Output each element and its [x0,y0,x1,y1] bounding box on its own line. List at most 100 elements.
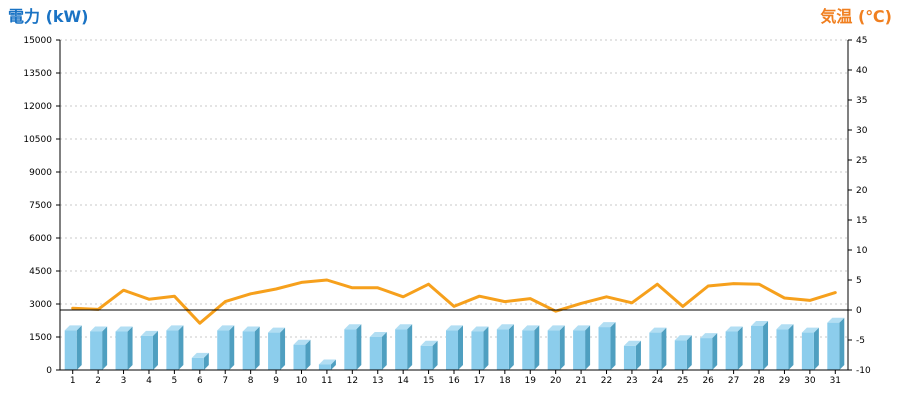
bar-side-face [76,325,82,370]
bar-day-9 [268,327,286,370]
bar-day-28 [751,321,769,370]
x-tick-label: 18 [499,376,511,386]
left-tick-label: 15000 [23,36,52,46]
left-tick-label: 4500 [29,267,52,277]
x-tick-label: 13 [372,376,383,386]
bar-side-face [280,327,286,370]
temperature-point [681,305,684,308]
bar-side-face [330,359,336,370]
bar-side-face [458,325,463,370]
bar-day-1 [64,325,82,370]
temperature-point [224,300,227,303]
bar-side-face [229,325,235,370]
x-tick-label: 28 [753,376,765,386]
temperature-point [274,287,278,291]
x-tick-label: 8 [248,376,254,386]
bar [166,330,179,370]
bar-side-face [635,340,641,370]
bar-top-face [623,340,641,346]
right-axis-title: 気温 (℃) [820,7,892,26]
bar-day-15 [420,340,438,370]
x-tick-label: 4 [146,376,152,386]
x-tick-label: 11 [321,376,332,386]
x-tick-label: 5 [172,376,178,386]
bar-top-face [166,325,184,331]
temperature-point [452,305,456,308]
temperature-point [325,278,329,282]
bar-side-face [839,317,845,370]
bar-day-11 [318,359,336,370]
right-tick-label: -10 [856,366,871,376]
bar-series [64,317,845,370]
bar-side-face [585,325,591,370]
bar-side-face [788,324,794,370]
left-tick-label: 0 [46,366,52,376]
temperature-point [401,295,405,298]
left-tick-label: 1500 [29,333,52,343]
x-tick-label: 23 [626,376,637,386]
bar-side-face [152,330,158,370]
bar [547,330,560,370]
bar-top-face [827,317,845,323]
bar [140,335,153,370]
bar-side-face [712,333,718,370]
x-tick-label: 21 [575,376,586,386]
temperature-point [656,283,659,286]
bar-side-face [203,352,209,370]
bar-side-face [483,326,489,370]
bar-day-25 [674,335,692,370]
temperature-point [732,282,735,285]
right-tick-label: -5 [856,336,865,346]
x-tick-label: 1 [70,376,76,386]
bar-top-face [700,333,718,339]
bar [751,326,764,370]
temperature-point [503,300,507,303]
bar-day-12 [344,324,362,370]
x-tick-label: 16 [448,376,460,386]
bar-day-16 [446,325,463,370]
temperature-point [605,295,608,298]
bar [649,332,662,370]
bar-day-22 [598,322,616,370]
bar-side-face [508,324,514,370]
bar-day-30 [801,327,819,370]
x-tick-label: 14 [397,376,409,386]
axes [56,39,852,374]
bar-top-face [649,327,667,333]
bar [700,338,713,370]
x-tick-label: 31 [830,376,841,386]
right-tick-label: 20 [856,186,868,196]
x-tick-label: 2 [95,376,101,386]
bar-day-13 [369,332,387,370]
bar-day-26 [700,333,718,370]
bar-top-face [547,325,565,331]
x-tick-label: 10 [296,376,308,386]
right-tick-label: 30 [856,126,868,136]
bar [776,329,789,370]
bar-day-7 [217,325,235,370]
bar-top-face [776,324,794,330]
bar-top-face [242,326,260,332]
bar-side-face [254,326,260,370]
bar-top-face [64,325,82,331]
bar-day-20 [547,325,565,370]
temperature-point [173,295,176,298]
bar-top-face [496,324,514,330]
bar [191,357,204,370]
x-tick-label: 25 [677,376,688,386]
bar-day-18 [496,324,514,370]
bar-day-21 [573,325,591,370]
bar-day-4 [140,330,158,370]
bar-top-face [395,324,413,330]
left-axis-title: 電力 (kW) [8,7,89,26]
bar [344,329,357,370]
right-tick-label: 5 [856,276,862,286]
bar [242,331,255,370]
right-tick-label: 35 [856,96,867,106]
bar-day-17 [471,326,489,370]
bar [446,330,458,370]
bar [801,332,814,370]
bar [496,329,509,370]
x-tick-label: 17 [474,376,485,386]
temperature-point [71,307,74,310]
